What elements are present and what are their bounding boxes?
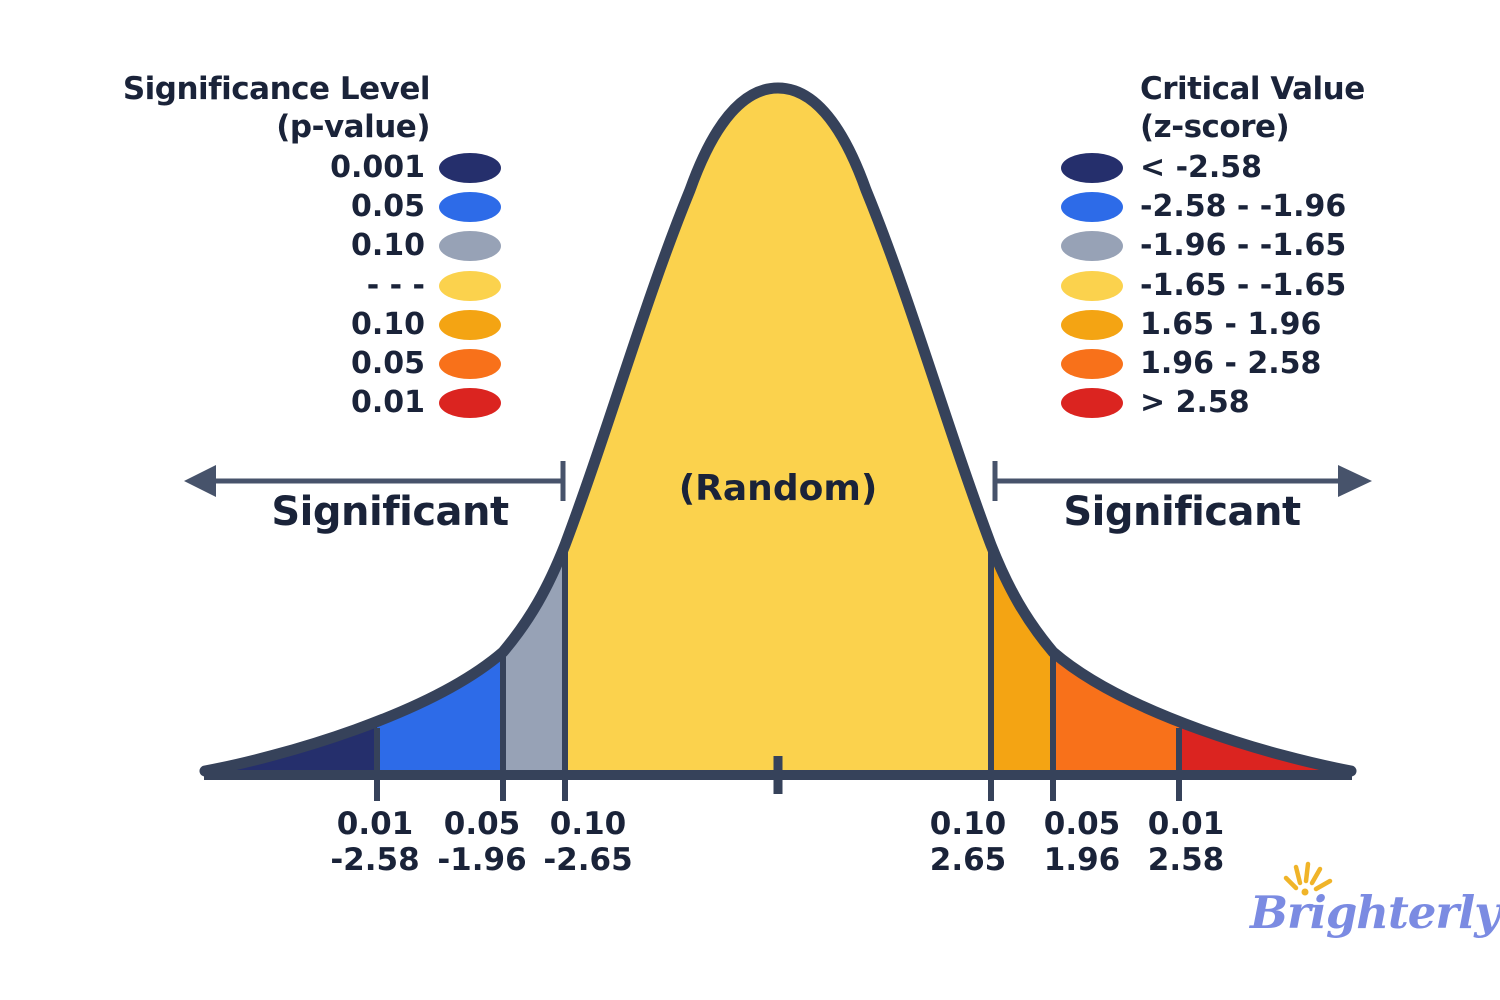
- sunburst-icon: [1283, 861, 1333, 896]
- swatch-z4-icon: [1061, 271, 1123, 301]
- left-legend-row-2: 0.10: [350, 228, 425, 263]
- right-legend-row-5: 1.96 - 2.58: [1140, 346, 1322, 381]
- swatch-z5-icon: [1061, 310, 1123, 340]
- right-legend-title-line2: (z-score): [1140, 109, 1290, 145]
- axis-label-neg-2-65: 0.10 -2.65: [518, 806, 658, 878]
- axis-label-pos-2-65: 0.10 2.65: [898, 806, 1038, 878]
- swatch-p010l-icon: [439, 231, 501, 261]
- axis-label-neg-2-58: 0.01 -2.58: [305, 806, 445, 878]
- right-legend-row-1: -2.58 - -1.96: [1140, 189, 1347, 224]
- left-legend-row-5: 0.05: [350, 346, 425, 381]
- axis-label-p: 0.10: [929, 806, 1007, 842]
- swatch-z7-icon: [1061, 388, 1123, 418]
- axis-label-z: 2.65: [929, 842, 1007, 878]
- right-legend-row-6: > 2.58: [1140, 385, 1250, 420]
- right-legend-row-0: < -2.58: [1140, 150, 1263, 185]
- swatch-p010r-icon: [439, 310, 501, 340]
- significant-label-left: Significant: [271, 489, 509, 535]
- random-label: (Random): [678, 468, 878, 509]
- right-arrowhead-icon: [1338, 465, 1372, 497]
- axis-label-p: 0.01: [336, 806, 414, 842]
- swatch-p005r-icon: [439, 349, 501, 379]
- right-legend-title: Critical Value (z-score): [1140, 70, 1470, 146]
- axis-label-z: -2.58: [330, 842, 420, 878]
- axis-label-p: 0.05: [443, 806, 521, 842]
- axis-label-z: 1.96: [1043, 842, 1121, 878]
- swatch-z3-icon: [1061, 231, 1123, 261]
- right-legend-row-2: -1.96 - -1.65: [1140, 228, 1347, 263]
- axis-label-p: 0.01: [1147, 806, 1225, 842]
- right-legend-row-3: -1.65 - -1.65: [1140, 268, 1347, 303]
- left-legend-title-line2: (p-value): [276, 109, 430, 145]
- left-legend-row-3: - - -: [366, 268, 425, 303]
- bell-curve-outline: [199, 82, 1357, 777]
- left-legend-row-1: 0.05: [350, 189, 425, 224]
- brighterly-logo: Brighterly: [1250, 886, 1500, 939]
- left-legend-row-6: 0.01: [350, 385, 425, 420]
- left-legend-row-4: 0.10: [350, 307, 425, 342]
- axis-label-pos-2-58: 0.01 2.58: [1116, 806, 1256, 878]
- axis-label-neg-1-96: 0.05 -1.96: [412, 806, 552, 878]
- significant-label-right: Significant: [1063, 489, 1301, 535]
- left-legend-title: Significance Level (p-value): [55, 70, 431, 146]
- swatch-center-icon: [439, 271, 501, 301]
- axis-label-pos-1-96: 0.05 1.96: [1012, 806, 1152, 878]
- left-legend-row-0: 0.001: [330, 150, 425, 185]
- left-legend-title-line1: Significance Level: [122, 71, 431, 107]
- left-arrowhead-icon: [184, 465, 216, 497]
- axis-label-z: -1.96: [437, 842, 527, 878]
- axis-label-p: 0.10: [549, 806, 627, 842]
- swatch-p0001-icon: [439, 153, 501, 183]
- right-legend-row-4: 1.65 - 1.96: [1140, 307, 1322, 342]
- swatch-z1-icon: [1061, 153, 1123, 183]
- swatch-z2-icon: [1061, 192, 1123, 222]
- axis-label-z: 2.58: [1147, 842, 1225, 878]
- axis-label-p: 0.05: [1043, 806, 1121, 842]
- swatch-p001-icon: [439, 388, 501, 418]
- swatch-z6-icon: [1061, 349, 1123, 379]
- axis-label-z: -2.65: [543, 842, 633, 878]
- right-legend-title-line1: Critical Value: [1140, 71, 1365, 107]
- swatch-p005l-icon: [439, 192, 501, 222]
